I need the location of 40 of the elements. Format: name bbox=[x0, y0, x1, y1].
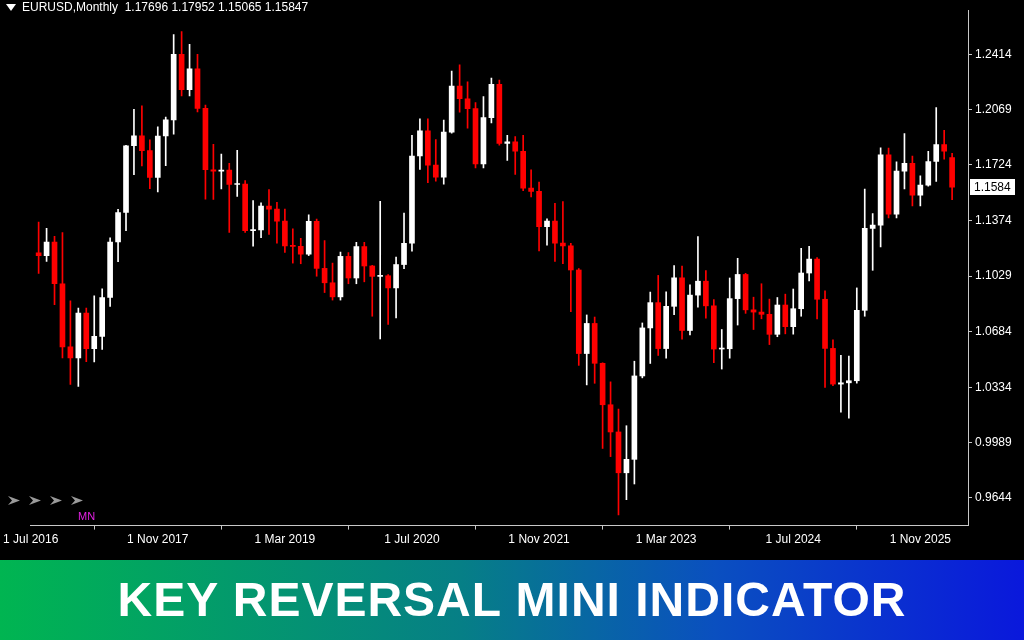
x-tick-label: 1 Mar 2019 bbox=[254, 532, 316, 547]
x-tick-label: 1 Jul 2020 bbox=[384, 532, 440, 547]
x-tick-label: 1 Jul 2024 bbox=[765, 532, 822, 547]
candlestick bbox=[385, 274, 391, 325]
candlestick bbox=[226, 162, 233, 233]
candlestick bbox=[131, 109, 137, 176]
y-tick-label: 1.2069 bbox=[975, 101, 1013, 116]
candlestick bbox=[504, 134, 511, 161]
y-tick-label: 1.0684 bbox=[975, 323, 1013, 338]
candlestick bbox=[250, 200, 256, 247]
candlestick bbox=[560, 201, 566, 265]
x-tick-label: 1 Mar 2023 bbox=[635, 532, 697, 547]
y-tick-label: 1.2414 bbox=[975, 46, 1013, 61]
y-tick-label: 1.1029 bbox=[975, 268, 1013, 283]
candlestick bbox=[289, 228, 296, 264]
x-tick-label: 1 Nov 2025 bbox=[889, 532, 952, 547]
y-tick-label: 1.0334 bbox=[975, 379, 1013, 394]
candlestick bbox=[869, 213, 876, 271]
annotation: MN bbox=[78, 510, 96, 522]
x-tick-label: 1 Nov 2017 bbox=[127, 532, 189, 547]
y-tick-label: 0.9644 bbox=[975, 490, 1013, 505]
candlestick bbox=[377, 200, 384, 340]
candlestick bbox=[91, 295, 98, 363]
chart-title: EURUSD,Monthly 1.17696 1.17952 1.15065 1.15847 bbox=[22, 0, 309, 14]
candlestick bbox=[218, 153, 225, 190]
candlestick bbox=[544, 218, 550, 246]
x-tick-label: 1 Nov 2021 bbox=[508, 532, 571, 547]
candlestick bbox=[528, 169, 534, 198]
candlestick bbox=[838, 355, 844, 413]
candlestick bbox=[941, 129, 947, 160]
candlestick bbox=[234, 149, 241, 197]
y-tick-label: 1.1724 bbox=[975, 157, 1013, 172]
candlestick bbox=[695, 236, 701, 308]
text: 1.1584 bbox=[970, 179, 1015, 196]
y-tick-label: 1.1374 bbox=[975, 213, 1013, 228]
candlestick bbox=[369, 265, 376, 317]
y-tick-label: 0.9989 bbox=[975, 434, 1013, 449]
x-tick-label: 1 Jul 2016 bbox=[2, 532, 59, 547]
candlestick bbox=[846, 355, 852, 419]
candlestick bbox=[933, 107, 940, 182]
